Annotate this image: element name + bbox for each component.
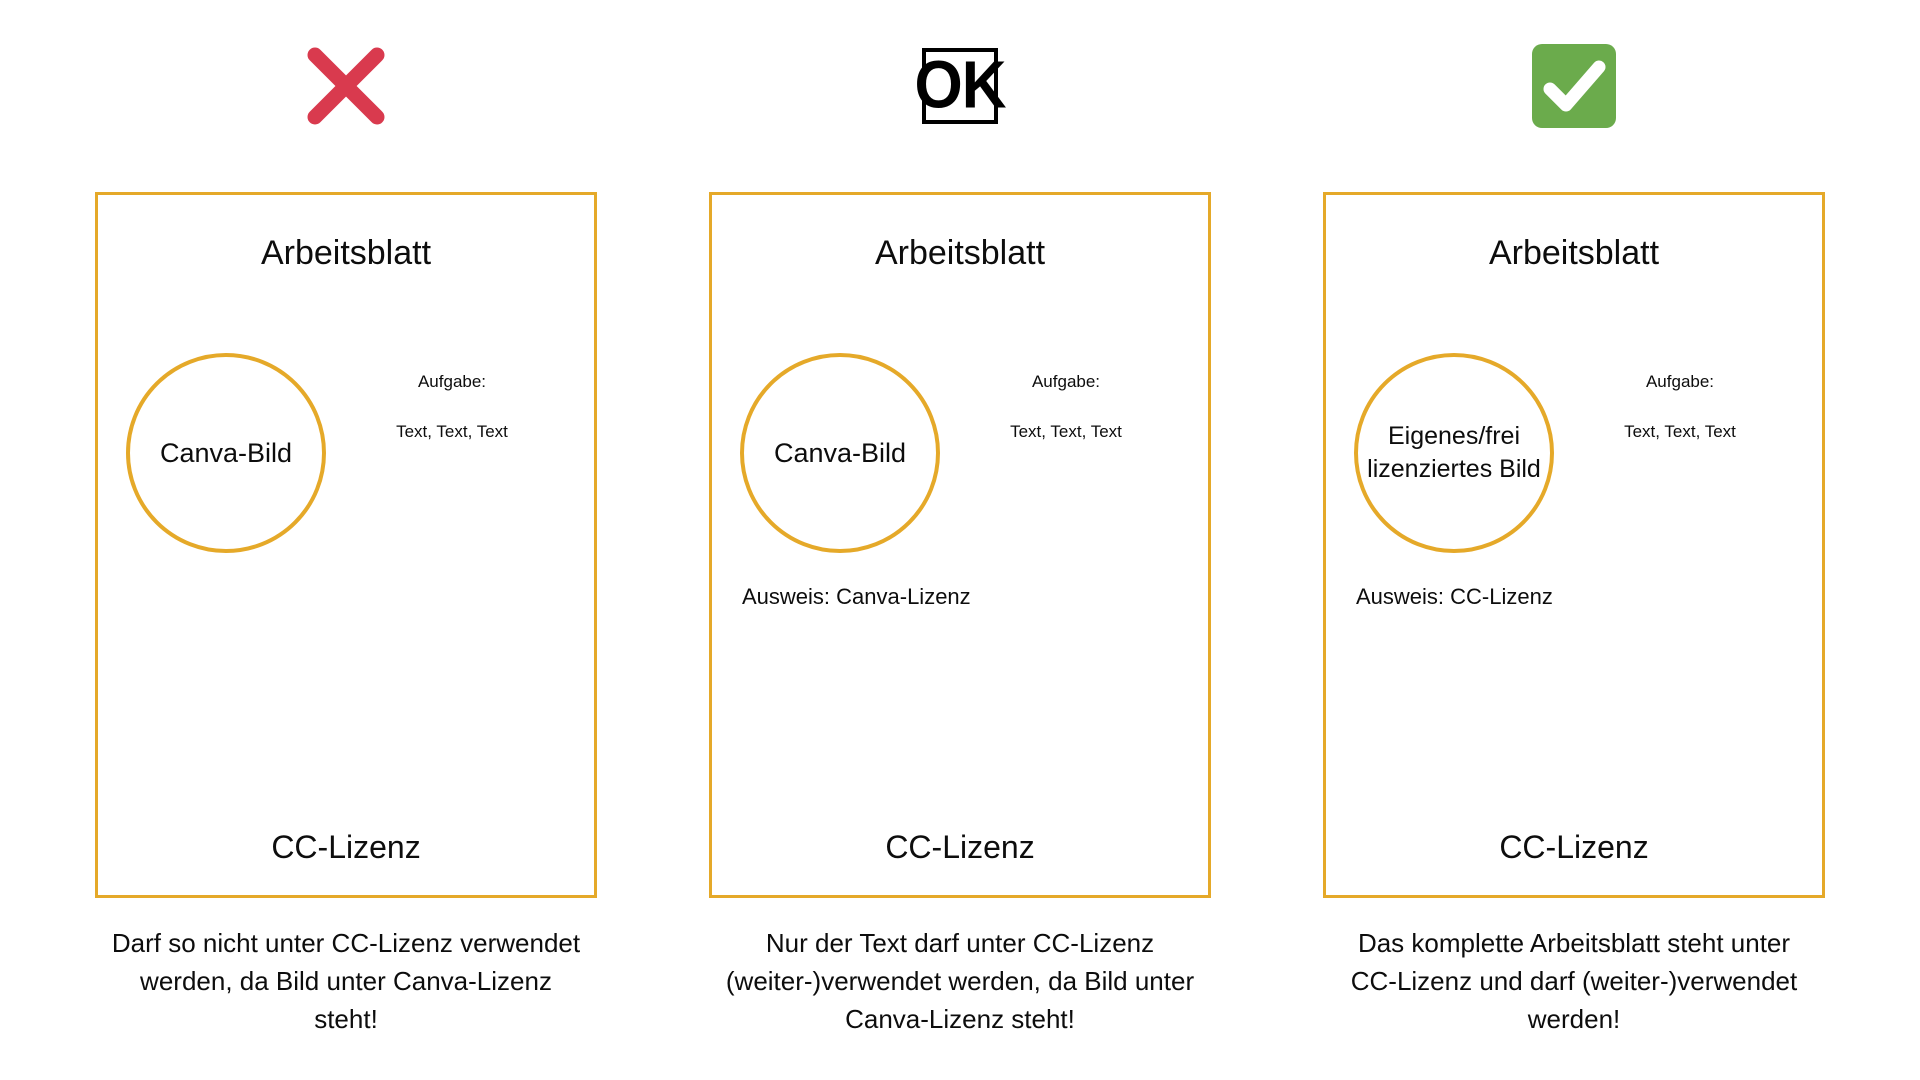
column-caption: Nur der Text darf unter CC-Lizenz (weite…: [725, 928, 1195, 1034]
worksheet-card: Arbeitsblatt Canva-Bild Aufgabe: Text, T…: [709, 192, 1211, 898]
worksheet-body: Canva-Bild Aufgabe: Text, Text, Text: [712, 353, 1208, 573]
check-icon: [1532, 44, 1616, 128]
column-caption: Darf so nicht unter CC-Lizenz verwendet …: [111, 928, 581, 1034]
worksheet-license-footer: CC-Lizenz: [271, 829, 421, 865]
worksheet-body: Eigenes/frei lizenziertes Bild Aufgabe: …: [1326, 353, 1822, 573]
task-heading: Aufgabe:: [1031, 372, 1101, 391]
task-block: Aufgabe: Text, Text, Text: [352, 371, 552, 443]
task-lines: Text, Text, Text: [1010, 422, 1122, 441]
task-block: Aufgabe: Text, Text, Text: [1580, 371, 1780, 443]
status-mark-area-3: [1323, 0, 1825, 192]
status-mark-area-2: OK: [709, 0, 1211, 192]
task-lines: Text, Text, Text: [396, 422, 508, 441]
image-placeholder-circle: Canva-Bild: [126, 353, 326, 553]
worksheet-body: Canva-Bild Aufgabe: Text, Text, Text: [98, 353, 594, 573]
worksheet-title: Arbeitsblatt: [874, 234, 1046, 272]
worksheet-card: Arbeitsblatt Canva-Bild Aufgabe: Text, T…: [95, 192, 597, 898]
column-caption: Das komplette Arbeitsblatt steht unter C…: [1350, 928, 1798, 1034]
task-heading: Aufgabe:: [1645, 372, 1715, 391]
license-credit-line: Ausweis: CC-Lizenz: [1356, 584, 1553, 609]
image-placeholder-label: Eigenes/frei lizenziertes Bild: [1367, 422, 1541, 483]
ok-box-icon: OK: [915, 48, 1007, 124]
license-credit-line: Ausweis: Canva-Lizenz: [742, 584, 971, 609]
image-placeholder-circle: Canva-Bild: [740, 353, 940, 553]
comparison-column-allowed: Arbeitsblatt Eigenes/frei lizenziertes B…: [1323, 0, 1825, 1038]
worksheet-license-footer: CC-Lizenz: [1499, 829, 1649, 865]
image-placeholder-label: Canva-Bild: [159, 438, 293, 468]
comparison-columns: Arbeitsblatt Canva-Bild Aufgabe: Text, T…: [95, 0, 1825, 1038]
worksheet-title: Arbeitsblatt: [1488, 234, 1660, 272]
image-placeholder-label: Canva-Bild: [773, 438, 907, 468]
worksheet-title: Arbeitsblatt: [260, 234, 432, 272]
worksheet-license-footer: CC-Lizenz: [885, 829, 1035, 865]
task-block: Aufgabe: Text, Text, Text: [966, 371, 1166, 443]
task-lines: Text, Text, Text: [1624, 422, 1736, 441]
task-heading: Aufgabe:: [417, 372, 487, 391]
comparison-column-partially-allowed: OK Arbeitsblatt Canva-Bild Aufgabe: Text…: [709, 0, 1211, 1038]
image-placeholder-circle: Eigenes/frei lizenziertes Bild: [1354, 353, 1554, 553]
worksheet-card: Arbeitsblatt Eigenes/frei lizenziertes B…: [1323, 192, 1825, 898]
cross-icon: [307, 47, 385, 125]
ok-box-label: OK: [914, 48, 1007, 123]
comparison-column-not-allowed: Arbeitsblatt Canva-Bild Aufgabe: Text, T…: [95, 0, 597, 1038]
status-mark-area-1: [95, 0, 597, 192]
